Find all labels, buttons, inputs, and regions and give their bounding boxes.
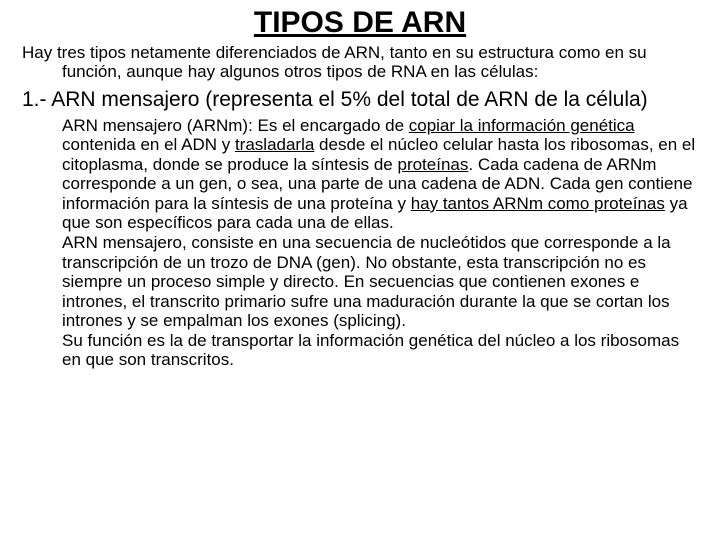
p1-u2: trasladarla (235, 135, 314, 154)
p1-t2: contenida en el ADN y (62, 135, 235, 154)
page-title: TIPOS DE ARN (22, 6, 698, 41)
section-1-number: 1.- (22, 88, 51, 111)
intro-lead: Hay tres tipos netamente diferenciados d… (22, 43, 559, 62)
p1-u4: hay tantos ARNm como proteínas (411, 194, 665, 213)
slide-page: TIPOS DE ARN Hay tres tipos netamente di… (0, 0, 720, 540)
paragraph-2: ARN mensajero, consiste en una secuencia… (22, 233, 698, 331)
section-1-text: ARN mensajero (representa el 5% del tota… (51, 88, 647, 111)
paragraph-1: ARN mensajero (ARNm): Es el encargado de… (22, 116, 698, 233)
paragraph-3: Su función es la de transportar la infor… (22, 331, 698, 370)
p1-u1: copiar la información genética (409, 116, 635, 135)
p1-t1: ARN mensajero (ARNm): Es el encargado de (62, 116, 409, 135)
section-1-heading: 1.- ARN mensajero (representa el 5% del … (22, 88, 698, 112)
p1-u3: proteínas (397, 155, 468, 174)
intro-paragraph: Hay tres tipos netamente diferenciados d… (22, 43, 698, 82)
